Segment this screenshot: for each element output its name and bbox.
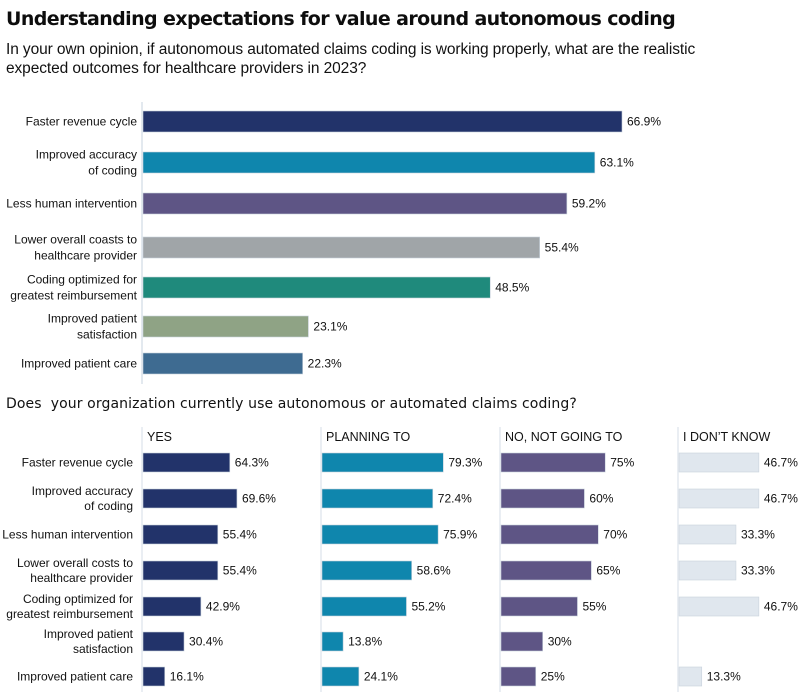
- chart2-value-label: 24.1%: [364, 670, 398, 684]
- chart2-bar: [678, 488, 760, 509]
- chart2-category-label: Faster revenue cycle: [22, 456, 134, 470]
- chart2-value-label: 65%: [596, 564, 620, 578]
- chart1-bar: [142, 352, 303, 375]
- chart1-category-label: Improved accuracy of coding: [36, 148, 137, 178]
- chart1-bar: [142, 110, 623, 133]
- chart2-value-label: 25%: [541, 670, 565, 684]
- chart2-value-label: 58.6%: [417, 564, 451, 578]
- infographic-title: Understanding expectations for value aro…: [6, 8, 676, 30]
- chart2-bar: [500, 452, 606, 473]
- chart2-value-label: 46.7%: [764, 492, 798, 506]
- chart1-category-label: Lower overall coasts to healthcare provid…: [14, 233, 137, 263]
- chart2-bar: [142, 560, 219, 581]
- chart2-bar: [142, 666, 166, 687]
- chart2-category-label: Improved accuracy of coding: [32, 484, 133, 513]
- chart1-category-label: Less human intervention: [6, 197, 137, 211]
- chart2-panel-header: I DON’T KNOW: [683, 430, 770, 444]
- chart1-value-label: 23.1%: [313, 320, 347, 334]
- chart1-value-label: 22.3%: [308, 357, 342, 371]
- chart2-bar: [321, 452, 444, 473]
- chart2-bar: [500, 488, 585, 509]
- chart2-value-label: 55.4%: [223, 564, 257, 578]
- chart2-value-label: 30.4%: [189, 635, 223, 649]
- chart2-bar: [500, 666, 537, 687]
- chart1-outcomes: Faster revenue cycle 66.9% Improved accura…: [6, 102, 661, 384]
- chart1-bar: [142, 315, 309, 338]
- chart2-value-label: 46.7%: [764, 456, 798, 470]
- chart1-value-label: 66.9%: [627, 115, 661, 129]
- chart2-bar: [321, 560, 412, 581]
- chart2-value-label: 42.9%: [206, 600, 240, 614]
- chart2-value-label: 55.4%: [223, 528, 257, 542]
- chart1-value-label: 55.4%: [545, 241, 579, 255]
- chart2-value-label: 13.8%: [348, 635, 382, 649]
- chart2-value-label: 55.2%: [411, 600, 445, 614]
- chart2-category-label: Improved patient satisfaction: [44, 627, 134, 656]
- chart2-bar: [678, 452, 760, 473]
- chart2-category-label: Improved patient care: [17, 670, 133, 684]
- chart2-value-label: 75.9%: [443, 528, 477, 542]
- chart2-bar: [500, 631, 544, 652]
- chart2-value-label: 13.3%: [707, 670, 741, 684]
- chart2-value-label: 16.1%: [170, 670, 204, 684]
- chart2-value-label: 69.6%: [242, 492, 276, 506]
- chart2-value-label: 64.3%: [235, 456, 269, 470]
- chart2-value-label: 75%: [610, 456, 634, 470]
- chart2-value-label: 79.3%: [448, 456, 482, 470]
- chart2-value-label: 72.4%: [438, 492, 472, 506]
- chart2-value-label: 30%: [548, 635, 572, 649]
- chart2-category-label: Coding optimized for greatest reimburseme…: [6, 592, 133, 621]
- chart2-title: Does your organization currently use aut…: [6, 396, 577, 412]
- chart2-bar: [500, 560, 592, 581]
- chart1-title: In your own opinion, if autonomous autom…: [6, 41, 696, 77]
- chart2-category-label: Less human intervention: [2, 528, 133, 542]
- chart2-bar: [142, 596, 202, 617]
- chart2-category-label: Lower overall costs to healthcare provide…: [17, 556, 133, 585]
- chart2-bar: [321, 631, 344, 652]
- chart2-bar: [321, 666, 360, 687]
- chart1-value-label: 59.2%: [572, 197, 606, 211]
- chart2-bar: [142, 524, 219, 545]
- chart1-value-label: 48.5%: [495, 281, 529, 295]
- chart2-bar: [321, 488, 434, 509]
- chart2-value-label: 33.3%: [741, 528, 775, 542]
- chart2-bar: [678, 560, 737, 581]
- chart1-bar: [142, 151, 596, 174]
- chart1-bar: [142, 236, 540, 259]
- chart1-category-label: Faster revenue cycle: [26, 115, 138, 129]
- chart2-bar: [678, 666, 703, 687]
- chart2-bar: [321, 524, 439, 545]
- chart2-bar: [142, 452, 231, 473]
- chart2-panel-header: YES: [147, 430, 172, 444]
- chart2-value-label: 33.3%: [741, 564, 775, 578]
- chart2-value-label: 70%: [603, 528, 627, 542]
- chart1-category-label: Improved patient care: [21, 357, 137, 371]
- chart1-bar: [142, 192, 568, 215]
- chart1-category-label: Coding optimized for greatest reimburseme…: [10, 273, 137, 303]
- chart1-value-label: 63.1%: [600, 156, 634, 170]
- chart2-value-label: 60%: [589, 492, 613, 506]
- chart1-category-label: Improved patient satisfaction: [48, 312, 138, 342]
- chart2-value-label: 46.7%: [764, 600, 798, 614]
- chart1-bar: [142, 276, 491, 299]
- chart2-bar: [142, 631, 185, 652]
- chart2-panel-header: NO, NOT GOING TO: [505, 430, 623, 444]
- chart2-panel-header: PLANNING TO: [326, 430, 411, 444]
- chart2-bar: [500, 596, 578, 617]
- chart2-bar: [678, 524, 737, 545]
- chart2-value-label: 55%: [582, 600, 606, 614]
- chart2-bar: [500, 524, 599, 545]
- chart2-bar: [142, 488, 238, 509]
- chart2-bar: [321, 596, 407, 617]
- chart2-bar: [678, 596, 760, 617]
